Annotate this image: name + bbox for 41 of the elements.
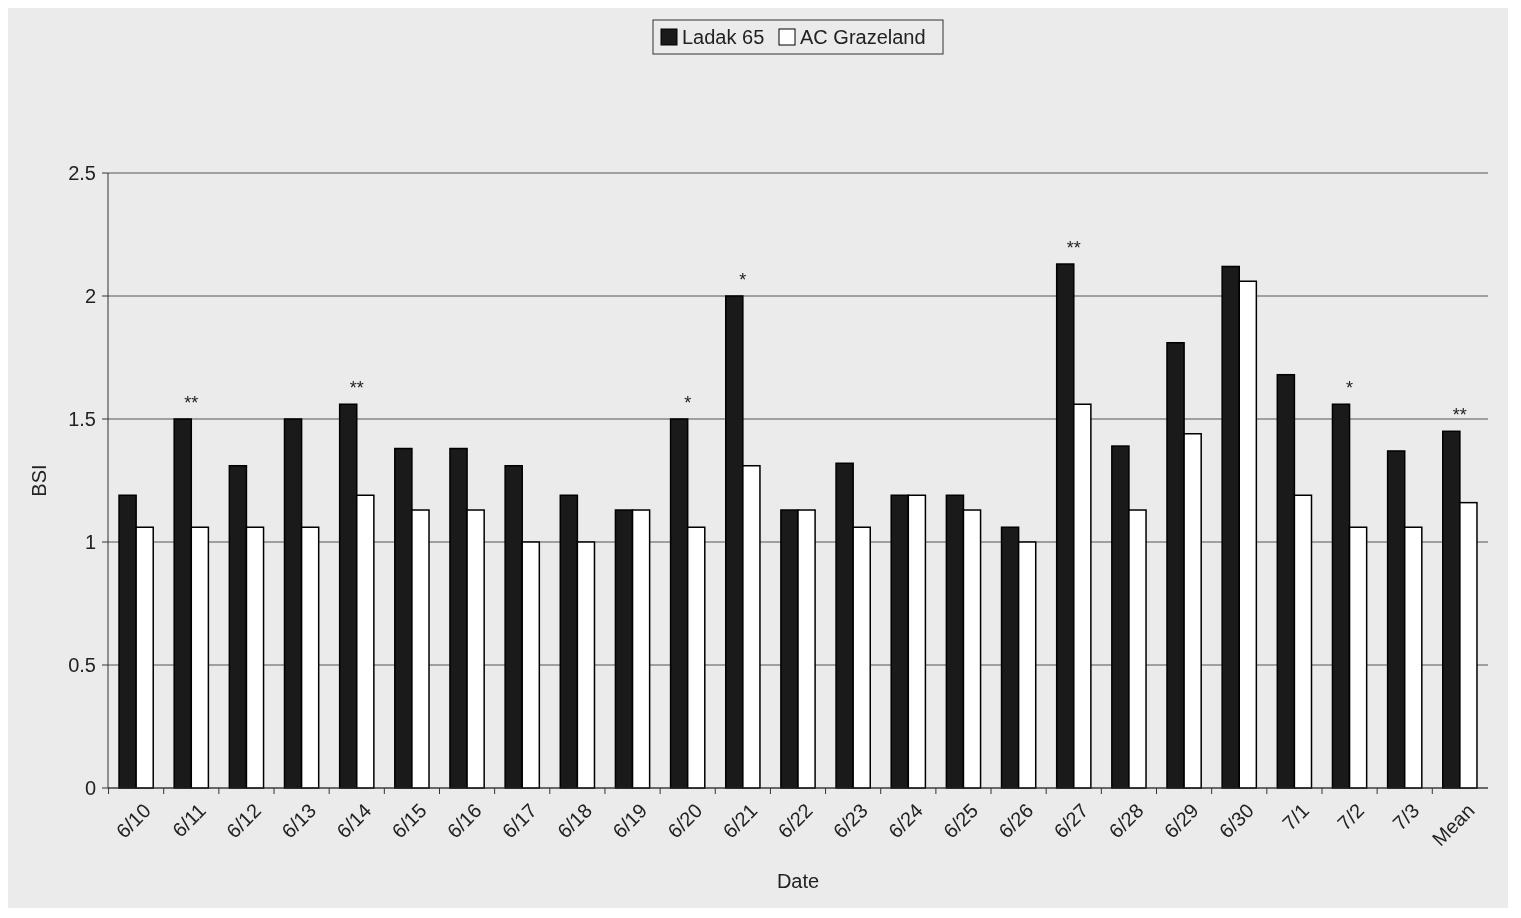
x-tick-label: 6/27 [1049, 799, 1093, 843]
annotation: ** [349, 378, 364, 399]
x-tick-label: 6/15 [387, 799, 431, 843]
x-tick-label: 6/23 [828, 799, 872, 843]
y-tick-label: 0 [84, 777, 96, 799]
x-tick-label: 6/17 [497, 799, 541, 843]
annotation: * [684, 393, 692, 413]
x-tick-label: 7/3 [1388, 799, 1424, 835]
x-tick-label: 6/18 [553, 799, 597, 843]
annotation: ** [1452, 405, 1467, 426]
y-tick-label: 1.5 [68, 408, 96, 430]
x-tick-label: 6/20 [663, 799, 707, 843]
x-tick-label: 6/19 [608, 799, 652, 843]
y-tick-label: 0.5 [68, 654, 96, 676]
x-tick-label: 6/11 [167, 799, 211, 842]
annotation: * [739, 270, 747, 290]
legend-label: Ladak 65 [682, 26, 765, 48]
x-tick-label: 6/22 [773, 799, 817, 843]
x-tick-label: 6/12 [222, 799, 266, 843]
annotation: ** [1066, 238, 1081, 259]
x-tick-label: 6/24 [883, 799, 928, 843]
y-tick-label: 2.5 [68, 162, 96, 184]
x-tick-label: 6/10 [111, 799, 155, 843]
x-tick-label: 6/28 [1104, 799, 1148, 843]
annotation: ** [184, 393, 199, 413]
x-tick-label: 6/16 [442, 799, 486, 843]
legend-label: AC Grazeland [800, 26, 926, 48]
x-tick-label: 7/2 [1333, 799, 1369, 835]
x-tick-label: 6/26 [994, 799, 1038, 843]
x-tick-label: 6/25 [939, 799, 983, 843]
x-tick-label: 6/13 [277, 799, 321, 843]
y-tick-label: 2 [84, 285, 96, 307]
x-axis-title: Date [776, 870, 820, 892]
annotation: * [1346, 378, 1354, 399]
y-axis-title: BSI [28, 464, 50, 497]
x-tick-label: 6/21 [718, 799, 762, 843]
x-tick-label: 6/29 [1159, 799, 1203, 843]
x-tick-label: 6/30 [1214, 799, 1258, 843]
y-tick-label: 1 [84, 531, 96, 553]
x-tick-label: 7/1 [1277, 799, 1314, 835]
x-tick-label: 6/14 [332, 799, 376, 843]
